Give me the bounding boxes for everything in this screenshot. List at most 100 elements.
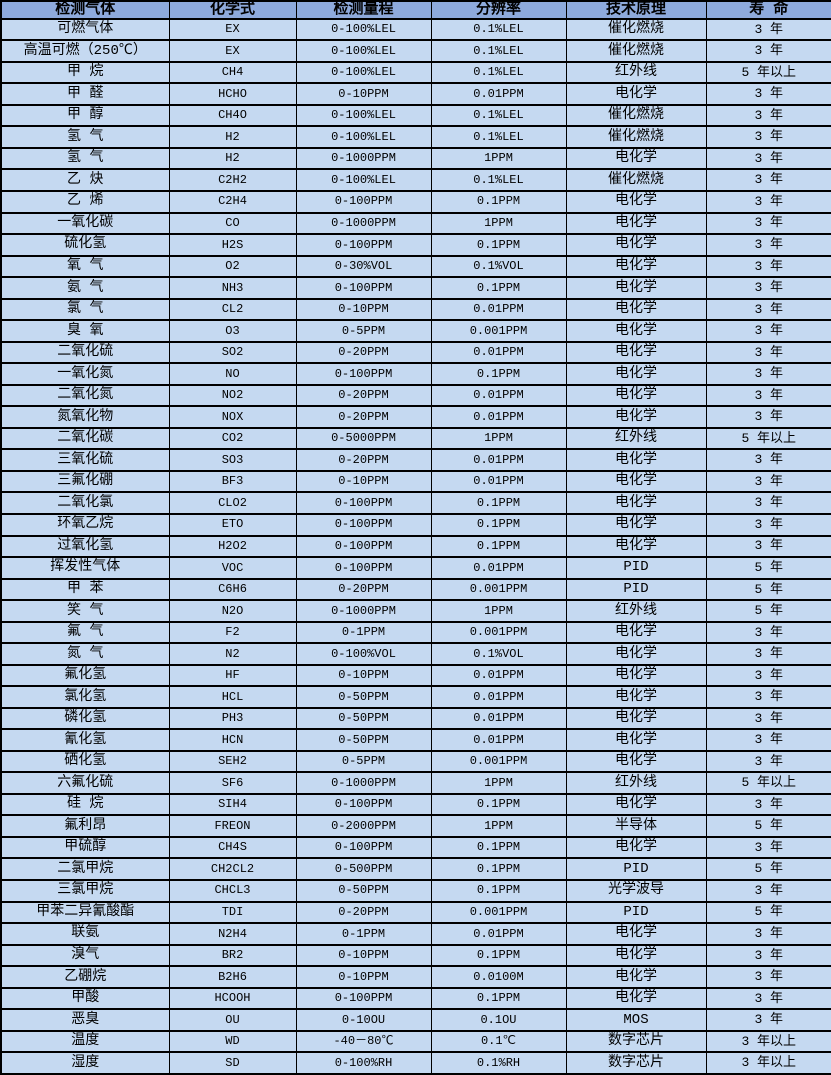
- cell-resolution: 0.1%LEL: [430, 60, 567, 85]
- cell-resolution: 0.01PPM: [430, 922, 567, 946]
- cell-gas: 二氧化碳: [0, 426, 170, 451]
- table-row: 一氧化碳 CO 0-1000PPM 1PPM 电化学 3 年: [0, 211, 831, 236]
- table-row: 氟利昂 FREON 0-2000PPM 1PPM 半导体 5 年: [0, 814, 831, 838]
- cell-principle: 电化学: [565, 728, 707, 752]
- cell-principle: 电化学: [565, 642, 707, 666]
- column-header-resolution: 分辨率: [430, 0, 567, 20]
- cell-range: 0-20PPM: [295, 900, 432, 925]
- cell-resolution: 0.1PPM: [430, 491, 567, 515]
- cell-principle: 电化学: [565, 512, 707, 537]
- table-row: 湿度 SD 0-100%RH 0.1%RH 数字芯片 3 年以上: [0, 1051, 831, 1075]
- cell-gas: 联氨: [0, 922, 170, 946]
- cell-range: 0-100PPM: [295, 835, 432, 860]
- cell-formula: SO2: [168, 340, 297, 365]
- cell-resolution: 0.1PPM: [430, 857, 567, 881]
- cell-gas: 甲酸: [0, 986, 170, 1011]
- cell-lifespan: 5 年以上: [705, 426, 831, 451]
- cell-gas: 笑 气: [0, 599, 170, 623]
- cell-principle: 电化学: [565, 965, 707, 989]
- cell-formula: N2: [168, 642, 297, 666]
- cell-range: 0-1PPM: [295, 620, 432, 645]
- cell-range: 0-50PPM: [295, 728, 432, 752]
- cell-principle: 电化学: [565, 534, 707, 559]
- cell-formula: SEH2: [168, 749, 297, 774]
- cell-lifespan: 3 年: [705, 642, 831, 666]
- table-row: 三氟化硼 BF3 0-10PPM 0.01PPM 电化学 3 年: [0, 469, 831, 494]
- cell-range: 0-100PPM: [295, 362, 432, 386]
- table-row: 甲 苯 C6H6 0-20PPM 0.001PPM PID 5 年: [0, 577, 831, 602]
- cell-formula: TDI: [168, 900, 297, 925]
- cell-resolution: 0.1PPM: [430, 835, 567, 860]
- cell-range: 0-50PPM: [295, 706, 432, 731]
- cell-range: 0-100%LEL: [295, 103, 432, 128]
- cell-gas: 氮氧化物: [0, 405, 170, 429]
- cell-principle: 电化学: [565, 190, 707, 214]
- cell-lifespan: 3 年: [705, 965, 831, 989]
- cell-lifespan: 3 年: [705, 448, 831, 472]
- table-row: 甲硫醇 CH4S 0-100PPM 0.1PPM 电化学 3 年: [0, 835, 831, 860]
- cell-gas: 甲硫醇: [0, 835, 170, 860]
- cell-principle: 电化学: [565, 749, 707, 774]
- cell-formula: CHCL3: [168, 879, 297, 903]
- cell-range: 0-1000PPM: [295, 599, 432, 623]
- cell-principle: 电化学: [565, 685, 707, 709]
- cell-resolution: 0.001PPM: [430, 319, 567, 343]
- cell-lifespan: 5 年: [705, 900, 831, 925]
- cell-lifespan: 3 年: [705, 685, 831, 709]
- cell-principle: MOS: [565, 1008, 707, 1032]
- table-row: 硫化氢 H2S 0-100PPM 0.1PPM 电化学 3 年: [0, 233, 831, 257]
- cell-formula: SD: [168, 1051, 297, 1075]
- cell-resolution: 1PPM: [430, 814, 567, 838]
- cell-principle: PID: [565, 577, 707, 602]
- cell-principle: 电化学: [565, 943, 707, 968]
- cell-range: -40－80℃: [295, 1029, 432, 1054]
- cell-formula: NO2: [168, 383, 297, 408]
- cell-gas: 臭 氧: [0, 319, 170, 343]
- cell-lifespan: 3 年: [705, 469, 831, 494]
- cell-range: 0-100PPM: [295, 276, 432, 300]
- cell-principle: 电化学: [565, 663, 707, 688]
- table-row: 氯 气 CL2 0-10PPM 0.01PPM 电化学 3 年: [0, 297, 831, 322]
- cell-gas: 氮 气: [0, 642, 170, 666]
- table-row: 乙 炔 C2H2 0-100%LEL 0.1%LEL 催化燃烧 3 年: [0, 168, 831, 192]
- cell-principle: 电化学: [565, 448, 707, 472]
- cell-resolution: 0.01PPM: [430, 448, 567, 472]
- cell-lifespan: 3 年: [705, 233, 831, 257]
- cell-resolution: 0.1PPM: [430, 512, 567, 537]
- cell-gas: 三氯甲烷: [0, 879, 170, 903]
- cell-gas: 乙 炔: [0, 168, 170, 192]
- cell-gas: 磷化氢: [0, 706, 170, 731]
- cell-range: 0-100%LEL: [295, 60, 432, 85]
- cell-resolution: 0.1%VOL: [430, 642, 567, 666]
- cell-gas: 硫化氢: [0, 233, 170, 257]
- cell-range: 0-10PPM: [295, 663, 432, 688]
- cell-lifespan: 3 年: [705, 663, 831, 688]
- cell-gas: 过氧化氢: [0, 534, 170, 559]
- cell-principle: 电化学: [565, 254, 707, 279]
- cell-formula: FREON: [168, 814, 297, 838]
- table-row: 二氯甲烷 CH2CL2 0-500PPM 0.1PPM PID 5 年: [0, 857, 831, 881]
- cell-lifespan: 3 年: [705, 276, 831, 300]
- cell-formula: C2H2: [168, 168, 297, 192]
- cell-resolution: 0.01PPM: [430, 82, 567, 106]
- table-row: 氨 气 NH3 0-100PPM 0.1PPM 电化学 3 年: [0, 276, 831, 300]
- column-header-range: 检测量程: [295, 0, 432, 20]
- table-body: 可燃气体 EX 0-100%LEL 0.1%LEL 催化燃烧 3 年高温可燃（250℃） E…: [0, 17, 831, 1075]
- cell-formula: CH4: [168, 60, 297, 85]
- cell-resolution: 0.001PPM: [430, 577, 567, 602]
- cell-formula: CLO2: [168, 491, 297, 515]
- cell-range: 0-5000PPM: [295, 426, 432, 451]
- cell-lifespan: 3 年: [705, 491, 831, 515]
- cell-gas: 氢 气: [0, 125, 170, 149]
- cell-principle: 电化学: [565, 405, 707, 429]
- cell-range: 0-2000PPM: [295, 814, 432, 838]
- cell-gas: 乙 烯: [0, 190, 170, 214]
- table-row: 乙 烯 C2H4 0-100PPM 0.1PPM 电化学 3 年: [0, 190, 831, 214]
- cell-resolution: 0.01PPM: [430, 685, 567, 709]
- cell-gas: 甲 醇: [0, 103, 170, 128]
- cell-lifespan: 3 年: [705, 211, 831, 236]
- cell-lifespan: 3 年: [705, 792, 831, 817]
- cell-resolution: 0.01PPM: [430, 469, 567, 494]
- cell-formula: CL2: [168, 297, 297, 322]
